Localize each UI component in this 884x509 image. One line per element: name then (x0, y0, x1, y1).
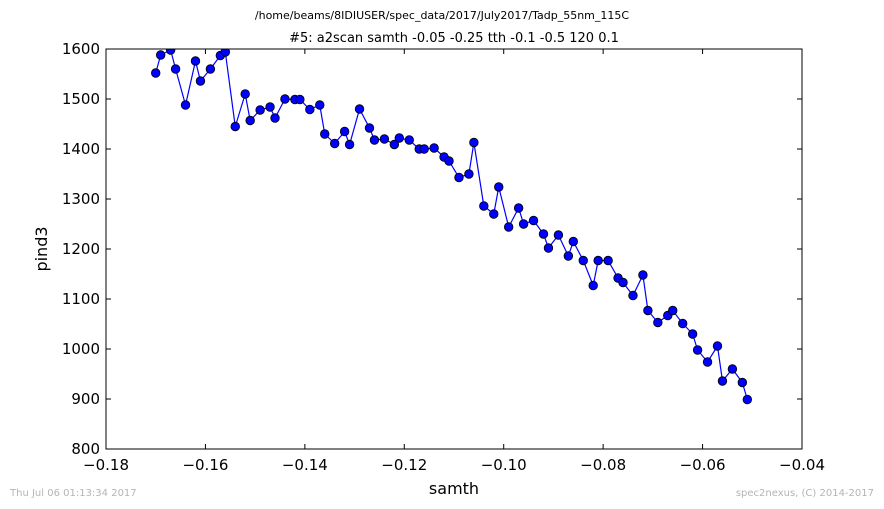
y-tick-label: 800 (71, 440, 100, 458)
y-tick-label: 1000 (62, 340, 100, 358)
data-point (489, 209, 499, 219)
data-point (578, 255, 588, 266)
footer-timestamp: Thu Jul 06 01:13:34 2017 (10, 488, 137, 499)
y-tick-label: 1300 (62, 190, 100, 208)
data-point (205, 64, 216, 74)
data-point (702, 357, 713, 367)
x-tick-label: −0.16 (182, 456, 228, 474)
x-tick-label: −0.12 (381, 456, 427, 474)
data-point (369, 135, 380, 145)
y-tick-label: 900 (71, 390, 100, 408)
data-point (469, 137, 479, 148)
data-point (295, 94, 305, 105)
data-point (479, 201, 489, 211)
data-point (643, 305, 653, 316)
x-tick-label: −0.04 (779, 456, 825, 474)
data-point (240, 89, 250, 99)
series-line (155, 49, 748, 400)
data-point (305, 104, 315, 115)
axes-frame (105, 48, 803, 450)
data-point (190, 56, 201, 66)
y-tick-label: 1100 (62, 290, 100, 308)
data-point (255, 105, 265, 115)
data-point (270, 113, 280, 123)
x-tick-label: −0.10 (481, 456, 527, 474)
data-point (464, 169, 474, 179)
tick-layer: −0.18 −0.16 −0.14 −0.12 −0.10 −0.08 −0.06 −0.04… (62, 40, 825, 474)
data-point (170, 64, 181, 74)
data-point (230, 121, 240, 132)
data-point (195, 76, 206, 86)
data-point (638, 270, 648, 280)
data-point (429, 143, 439, 153)
data-point (151, 68, 161, 78)
data-point (180, 100, 191, 110)
data-point (528, 215, 539, 226)
data-point (712, 341, 723, 351)
data-point (320, 129, 330, 139)
data-point (419, 144, 429, 154)
data-point (518, 219, 529, 229)
data-point (513, 203, 524, 213)
data-point (494, 182, 504, 192)
data-point (687, 329, 698, 339)
x-tick-label: −0.14 (282, 456, 328, 474)
x-tick-label: −0.08 (580, 456, 626, 474)
x-axis-label: samth (429, 479, 479, 498)
data-point (329, 138, 340, 149)
data-point (265, 102, 275, 112)
data-point (593, 255, 603, 266)
y-tick-label: 1500 (62, 90, 100, 108)
footer-credit: spec2nexus, (C) 2014-2017 (735, 488, 874, 499)
data-point (538, 229, 549, 239)
data-point (677, 318, 688, 329)
data-point (668, 305, 678, 316)
data-point (503, 222, 514, 232)
data-point (354, 104, 365, 114)
data-point (339, 126, 350, 137)
data-point (653, 317, 663, 328)
data-point (155, 50, 166, 60)
data-point (344, 139, 355, 150)
data-point (603, 255, 613, 266)
series-group (151, 49, 753, 405)
data-point (568, 236, 579, 247)
data-point (245, 115, 255, 126)
data-point (404, 135, 414, 145)
x-tick-label: −0.18 (83, 456, 129, 474)
data-point (628, 290, 638, 301)
chart-title: #5: a2scan samth -0.05 -0.25 tth -0.1 -0… (289, 31, 619, 46)
y-tick-label: 1400 (62, 140, 100, 158)
data-point (280, 94, 290, 104)
data-point (364, 123, 375, 133)
data-point (618, 277, 628, 288)
data-point (165, 49, 176, 55)
x-tick-label: −0.06 (680, 456, 726, 474)
data-point (315, 100, 325, 110)
data-point (220, 49, 231, 57)
data-point (692, 345, 703, 355)
data-point (543, 243, 554, 253)
data-point (563, 251, 574, 261)
y-tick-label: 1200 (62, 240, 100, 258)
data-point (389, 139, 400, 150)
data-point (727, 364, 738, 374)
data-point (588, 280, 598, 291)
data-point (379, 134, 390, 144)
data-point (394, 133, 405, 143)
data-point (717, 376, 728, 386)
data-point (454, 172, 464, 183)
series-layer (151, 49, 753, 405)
y-axis-label: pind3 (32, 226, 51, 271)
data-point (737, 377, 748, 388)
data-point (444, 156, 454, 166)
data-point (742, 394, 753, 405)
data-point (553, 230, 564, 240)
supertitle: /home/beams/8IDIUSER/spec_data/2017/July… (254, 9, 630, 22)
y-tick-label: 1600 (62, 40, 100, 58)
